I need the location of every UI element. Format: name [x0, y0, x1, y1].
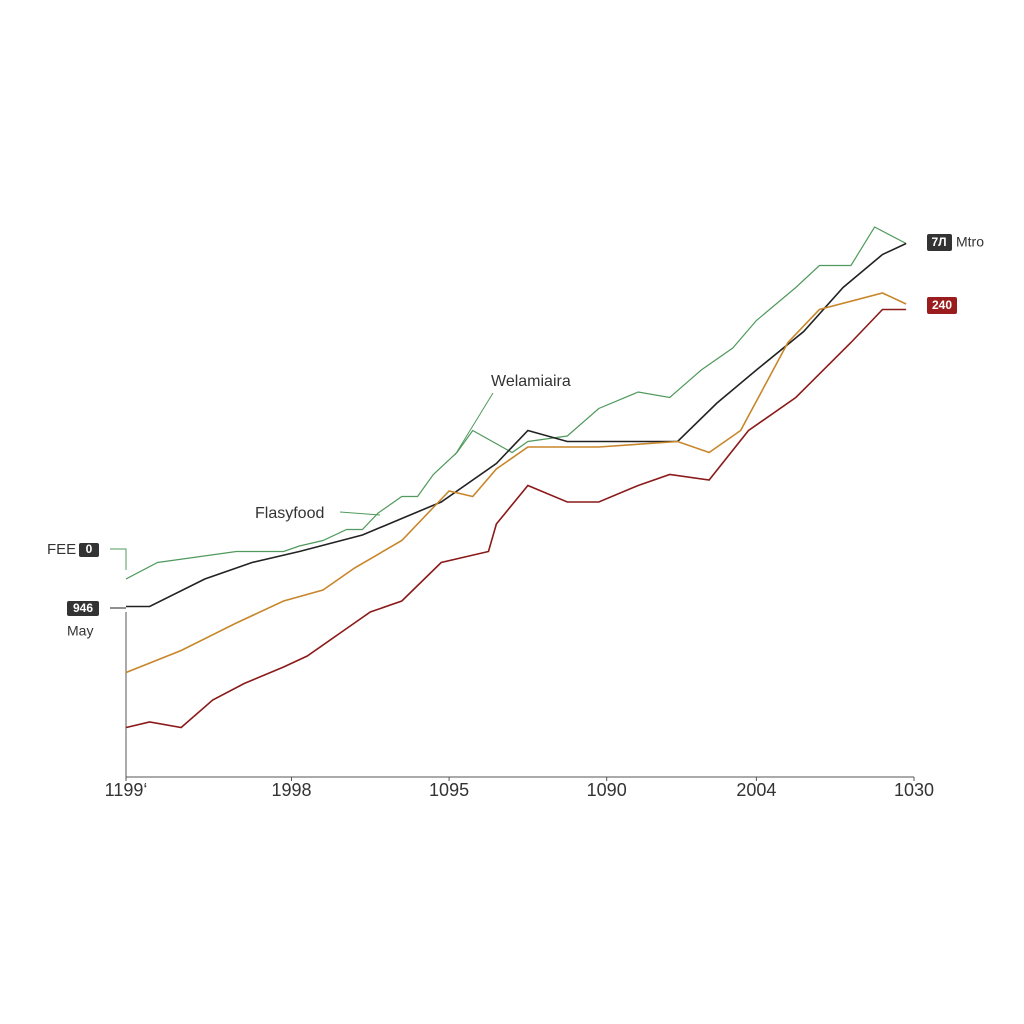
series-line [125, 308, 907, 729]
series-line [126, 242, 907, 608]
annotation: 7Л [931, 235, 946, 249]
annotation: May [67, 623, 93, 639]
annotation: Welamiaira [491, 373, 571, 390]
x-tick-label: 1090 [587, 780, 627, 800]
x-tick-label: 1095 [429, 780, 469, 800]
x-tick-label: 2004 [736, 780, 776, 800]
leader-line [339, 511, 381, 516]
series-line [125, 226, 907, 580]
badge [927, 297, 957, 314]
x-tick-label: 1030 [894, 780, 934, 800]
badge [67, 601, 99, 616]
leader-line [110, 548, 127, 570]
x-tick-label: 1199‘ [105, 780, 148, 800]
badge [927, 234, 952, 251]
x-tick-label: 1998 [271, 780, 311, 800]
badge [79, 543, 99, 557]
annotation: Flasyfood [255, 505, 324, 522]
annotation: FEE [47, 541, 76, 558]
leader-line [454, 392, 494, 456]
annotation: 946 [73, 601, 93, 615]
annotation: 0 [86, 542, 93, 556]
annotation: Mtro [956, 234, 984, 250]
annotation: 240 [932, 298, 952, 312]
series-line [125, 292, 907, 674]
